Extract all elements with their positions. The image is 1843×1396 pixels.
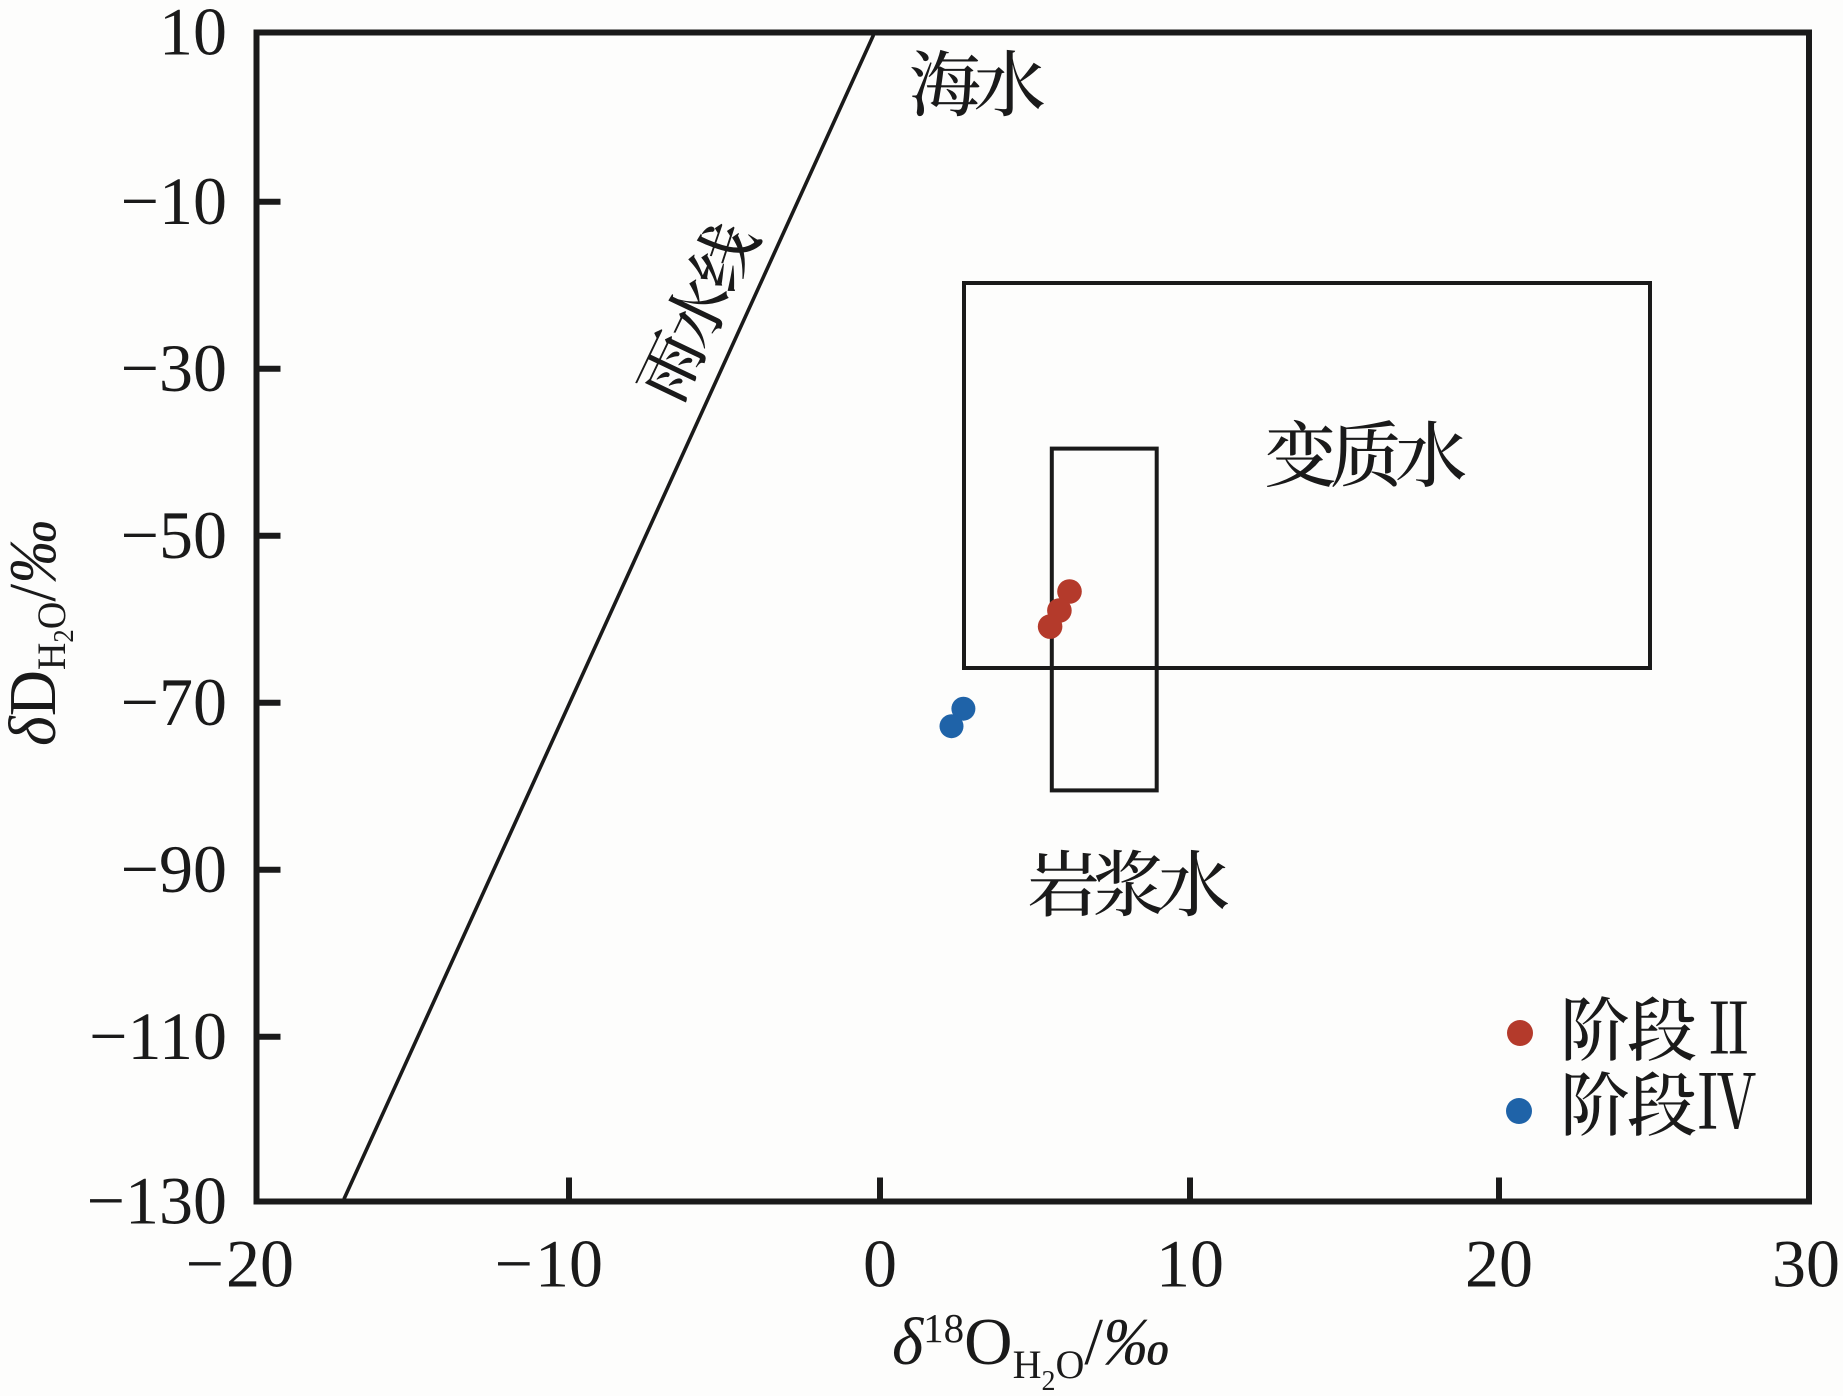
- svg-text:−50: −50: [121, 497, 227, 573]
- svg-text:−70: −70: [121, 664, 227, 740]
- svg-text:30: 30: [1772, 1226, 1840, 1302]
- svg-text:−10: −10: [121, 163, 227, 239]
- svg-text:20: 20: [226, 1226, 294, 1302]
- svg-text:0: 0: [863, 1226, 897, 1302]
- svg-text:−110: −110: [89, 998, 227, 1074]
- svg-text:−: −: [186, 1226, 224, 1302]
- svg-text:δ18OH2O/‰: δ18OH2O/‰: [892, 1305, 1170, 1396]
- svg-text:20: 20: [1465, 1226, 1533, 1302]
- svg-text:10: 10: [159, 0, 227, 70]
- svg-text:10: 10: [535, 1226, 603, 1302]
- svg-text:−: −: [495, 1226, 533, 1302]
- svg-text:−130: −130: [87, 1163, 227, 1239]
- svg-text:10: 10: [1156, 1226, 1224, 1302]
- svg-text:−90: −90: [121, 831, 227, 907]
- svg-text:−30: −30: [121, 330, 227, 406]
